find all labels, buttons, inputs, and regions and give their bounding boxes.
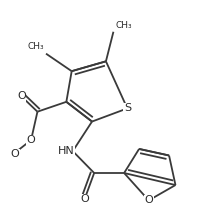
Text: O: O: [144, 195, 153, 205]
Text: O: O: [27, 135, 35, 145]
Text: HN: HN: [58, 146, 75, 156]
Text: O: O: [17, 91, 26, 101]
Text: CH₃: CH₃: [27, 42, 44, 51]
Text: O: O: [80, 194, 89, 204]
Text: S: S: [124, 103, 131, 113]
Text: O: O: [11, 149, 19, 159]
Text: CH₃: CH₃: [116, 21, 132, 30]
